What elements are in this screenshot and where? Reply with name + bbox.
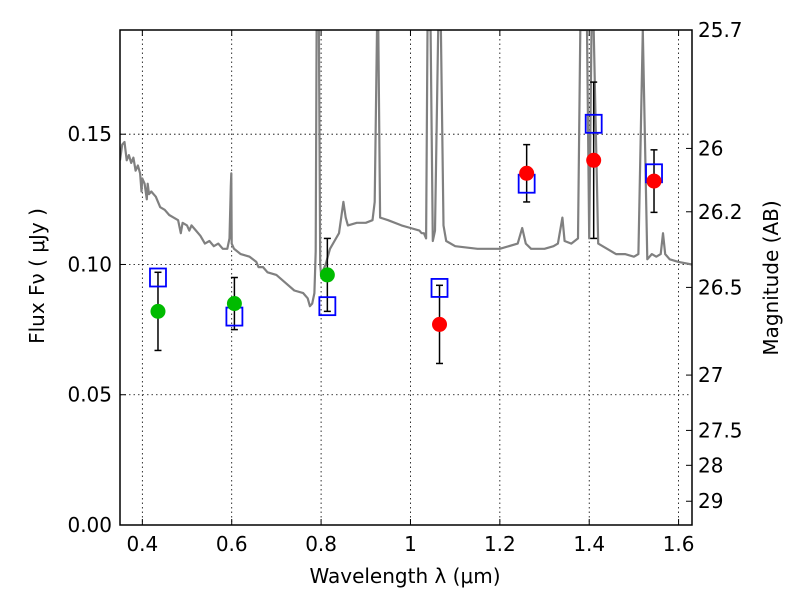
y2-tick-label: 25.7: [698, 18, 743, 42]
y-axis-label: Flux Fν ( μJy ): [25, 208, 49, 344]
observed-flux-point: [519, 165, 535, 181]
x-tick-label: 1.2: [484, 532, 516, 556]
y2-tick-label: 27: [698, 363, 723, 387]
y-tick-label: 0.05: [67, 383, 112, 407]
ticks-layer: 0.4 0.6 0.8 1 1.2 1.4 1.6 0.00 0.05 0.10 0.15 25.7 2…: [67, 18, 742, 556]
observed-flux-point: [586, 152, 602, 168]
grid: [120, 30, 692, 525]
model-photometry-square: [149, 267, 167, 288]
y2-tick-label: 26.5: [698, 275, 743, 299]
y2-tick-label: 26: [698, 136, 723, 160]
model-photometry-square: [430, 278, 449, 298]
x-tick-label: 1.6: [663, 532, 695, 556]
y2-axis-label: Magnitude (AB): [759, 200, 783, 355]
model-sed-line: [120, 30, 692, 308]
observed-flux-point: [432, 316, 448, 332]
model-photometry-square: [318, 296, 337, 317]
x-tick-label: 0.8: [305, 532, 337, 556]
model-sed-layer: [120, 30, 692, 308]
observed-flux-point: [226, 296, 242, 312]
y-tick-label: 0.15: [67, 122, 112, 146]
observed-flux-point: [150, 303, 166, 319]
x-tick-label: 1.4: [573, 532, 605, 556]
x-axis-label: Wavelength λ (μm): [309, 564, 500, 588]
x-tick-label: 1: [404, 532, 417, 556]
y2-tick-label: 26.2: [698, 200, 743, 224]
y2-tick-label: 27.5: [698, 418, 743, 442]
y2-tick-label: 29: [698, 489, 723, 513]
observed-flux-point: [319, 267, 335, 283]
markers-layer: [149, 113, 663, 332]
y-tick-label: 0.10: [67, 252, 112, 276]
x-tick-label: 0.6: [216, 532, 248, 556]
model-photometry-square: [584, 113, 603, 134]
x-tick-label: 0.4: [126, 532, 158, 556]
plot-frame: [119, 29, 693, 526]
observed-flux-point: [646, 173, 662, 189]
y-tick-label: 0.00: [67, 513, 112, 537]
y2-tick-label: 28: [698, 453, 723, 477]
